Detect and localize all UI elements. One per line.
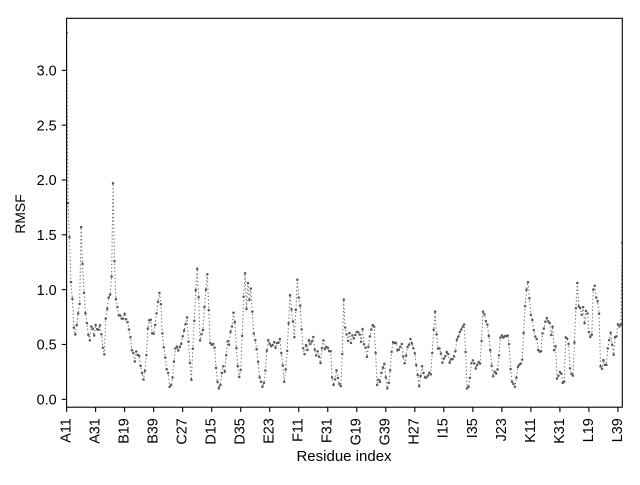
svg-text:2.5: 2.5 [37, 118, 57, 134]
svg-text:A11: A11 [59, 418, 75, 443]
svg-text:2.0: 2.0 [37, 173, 57, 189]
svg-text:B39: B39 [146, 418, 162, 444]
svg-text:G19: G19 [349, 418, 365, 445]
svg-text:3.0: 3.0 [37, 64, 57, 80]
svg-text:E23: E23 [262, 418, 278, 444]
svg-text:D35: D35 [233, 418, 249, 444]
svg-text:RMSF: RMSF [12, 194, 28, 233]
svg-text:D15: D15 [204, 418, 220, 444]
svg-text:0.0: 0.0 [37, 393, 57, 409]
svg-text:L39: L39 [610, 418, 626, 442]
svg-text:J23: J23 [494, 418, 510, 441]
svg-text:B19: B19 [117, 418, 133, 444]
svg-text:A31: A31 [88, 418, 104, 444]
svg-text:Residue index: Residue index [296, 448, 392, 465]
svg-text:L19: L19 [581, 418, 597, 442]
svg-text:1.5: 1.5 [37, 228, 57, 244]
svg-text:K11: K11 [523, 418, 539, 443]
svg-text:F11: F11 [291, 418, 307, 442]
svg-text:1.0: 1.0 [37, 283, 57, 299]
svg-text:K31: K31 [552, 418, 568, 444]
svg-text:I35: I35 [465, 418, 481, 438]
svg-text:H27: H27 [407, 418, 423, 444]
svg-text:F31: F31 [320, 418, 336, 443]
svg-text:G39: G39 [378, 418, 394, 445]
svg-text:I15: I15 [436, 418, 452, 438]
svg-text:0.5: 0.5 [37, 338, 57, 354]
svg-text:C27: C27 [175, 418, 191, 444]
